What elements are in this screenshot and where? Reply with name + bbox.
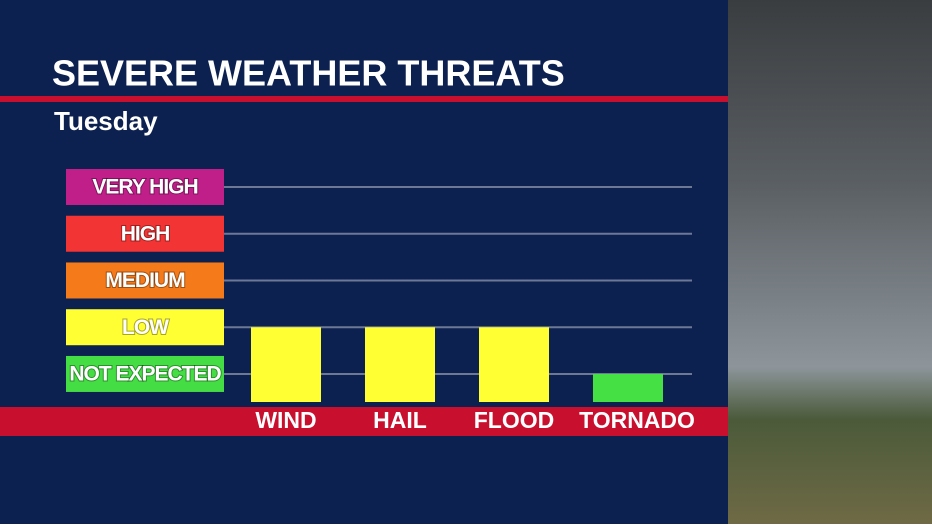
y-tick-box	[66, 262, 224, 299]
bar	[365, 327, 435, 402]
bar	[593, 373, 663, 402]
y-tick-label: LOW	[122, 316, 169, 339]
category-band	[0, 407, 728, 436]
y-tick-box	[66, 355, 224, 392]
bar	[479, 327, 549, 402]
y-tick-label: VERY HIGH	[92, 176, 197, 199]
chart-title: SEVERE WEATHER THREATS	[52, 53, 565, 94]
x-tick-label: TORNADO	[579, 407, 695, 433]
bar	[251, 327, 321, 402]
y-tick-box	[66, 215, 224, 252]
title-rule	[0, 96, 728, 102]
y-tick-box	[66, 309, 224, 346]
y-tick-label: NOT EXPECTED	[69, 363, 221, 386]
subtitle: Tuesday	[54, 106, 158, 136]
background	[0, 0, 728, 524]
sky-photo	[728, 0, 932, 524]
y-tick-label: MEDIUM	[105, 269, 185, 292]
x-tick-label: HAIL	[373, 407, 427, 433]
x-tick-label: WIND	[255, 407, 316, 433]
x-tick-label: FLOOD	[474, 407, 555, 433]
y-tick-label: HIGH	[121, 222, 170, 245]
y-tick-box	[66, 169, 224, 205]
